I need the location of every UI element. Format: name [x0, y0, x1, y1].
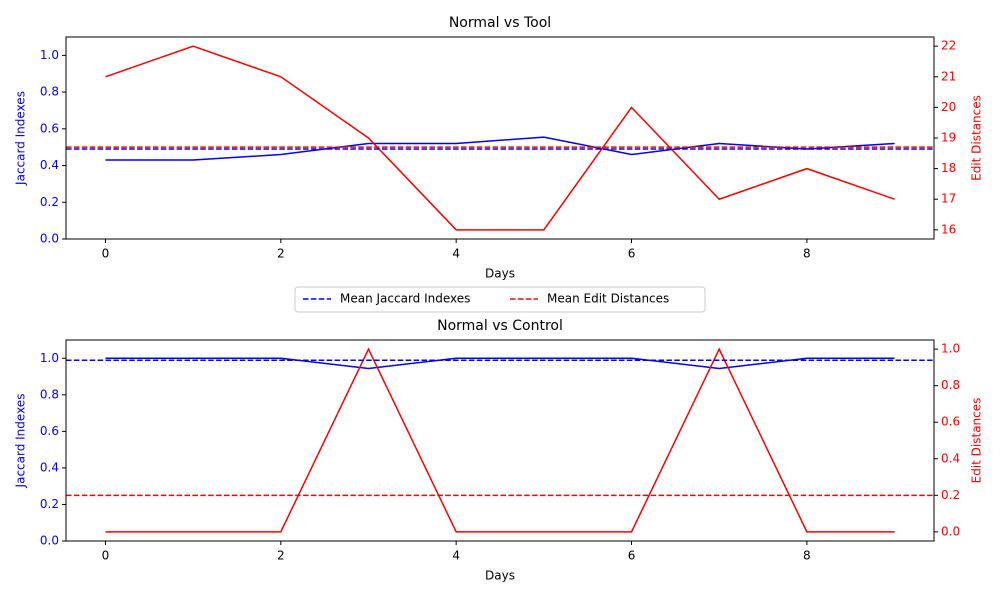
y-axis-label: Jaccard Indexes — [14, 91, 28, 186]
x-tick-label: 4 — [452, 549, 460, 563]
y2-tick-label: 16 — [941, 222, 956, 236]
y2-tick-label: 0.2 — [941, 488, 960, 502]
x-tick-label: 6 — [628, 549, 636, 563]
x-axis-label: Days — [485, 267, 515, 281]
y2-tick-label: 17 — [941, 192, 956, 206]
y2-tick-label: 0.8 — [941, 378, 960, 392]
y-tick-label: 0.2 — [40, 497, 59, 511]
y2-tick-label: 0.6 — [941, 415, 960, 429]
x-tick-label: 2 — [277, 549, 285, 563]
y2-axis-label: Edit Distances — [970, 95, 984, 181]
y2-tick-label: 21 — [941, 69, 956, 83]
x-tick-label: 8 — [803, 247, 811, 261]
legend-label: Mean Edit Distances — [547, 292, 669, 306]
chart-title: Normal vs Control — [437, 318, 563, 334]
data-line — [105, 136, 895, 161]
y-tick-label: 0.0 — [40, 232, 59, 246]
x-tick-label: 8 — [803, 549, 811, 563]
legend-box — [294, 286, 706, 313]
x-tick-label: 0 — [102, 247, 110, 261]
x-tick-label: 4 — [452, 247, 460, 261]
y-tick-label: 1.0 — [40, 48, 59, 62]
axes-frame — [65, 339, 935, 542]
data-line — [105, 45, 895, 231]
axes-frame — [65, 36, 935, 240]
y-tick-label: 0.8 — [40, 85, 59, 99]
y2-tick-label: 19 — [941, 131, 956, 145]
y2-tick-label: 1.0 — [941, 342, 960, 356]
y2-axis-label: Edit Distances — [970, 398, 984, 484]
legend-label: Mean Jaccard Indexes — [340, 292, 470, 306]
y2-tick-label: 0.0 — [941, 524, 960, 538]
data-line — [105, 357, 895, 370]
x-tick-label: 0 — [102, 549, 110, 563]
y-tick-label: 0.6 — [40, 121, 59, 135]
x-tick-label: 6 — [628, 247, 636, 261]
y-axis-label: Jaccard Indexes — [14, 394, 28, 489]
x-axis-label: Days — [485, 569, 515, 583]
y-tick-label: 0.2 — [40, 195, 59, 209]
y-tick-label: 0.8 — [40, 387, 59, 401]
y-tick-label: 1.0 — [40, 351, 59, 365]
chart-title: Normal vs Tool — [449, 15, 551, 31]
y2-tick-label: 20 — [941, 100, 956, 114]
y2-tick-label: 0.4 — [941, 451, 960, 465]
x-tick-label: 2 — [277, 247, 285, 261]
y2-tick-label: 22 — [941, 39, 956, 53]
data-line — [105, 347, 895, 533]
y-tick-label: 0.4 — [40, 460, 59, 474]
y2-tick-label: 18 — [941, 161, 956, 175]
y-tick-label: 0.0 — [40, 534, 59, 548]
y-tick-label: 0.6 — [40, 424, 59, 438]
y-tick-label: 0.4 — [40, 158, 59, 172]
